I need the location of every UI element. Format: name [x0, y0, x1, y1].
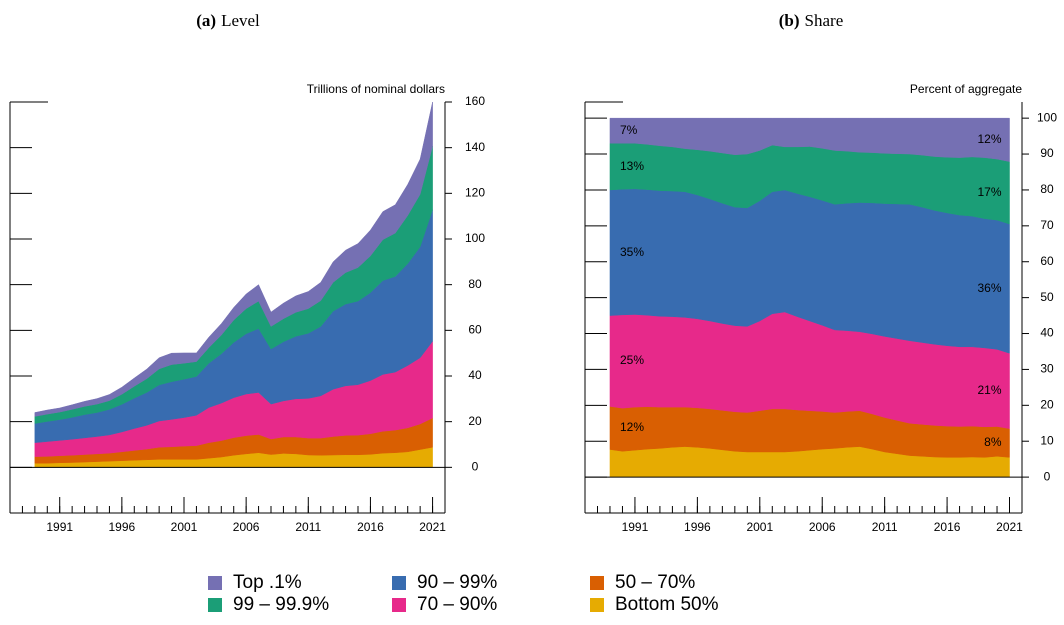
y-tick-label: 70	[1040, 218, 1054, 232]
chart-title: (b) Share	[779, 11, 844, 30]
y-tick-label: 20	[468, 414, 482, 428]
y-tick-label: 0	[1044, 469, 1051, 483]
y-tick-label: 20	[1040, 397, 1054, 411]
x-tick-label: 2021	[419, 520, 446, 534]
x-tick-label: 2011	[872, 520, 898, 534]
y-tick-label: 100	[465, 231, 485, 245]
title-text: Share	[805, 11, 844, 30]
legend-text: 99 – 99.9%	[233, 594, 329, 615]
value-label: 17%	[977, 185, 1001, 199]
panel-label: (a)	[196, 11, 216, 30]
value-label: 36%	[977, 281, 1001, 295]
legend-swatch	[392, 576, 406, 590]
value-label: 7%	[620, 123, 638, 137]
y-tick-label: 10	[1040, 433, 1054, 447]
value-label: 13%	[620, 159, 644, 173]
value-label: 25%	[620, 353, 644, 367]
x-tick-label: 2001	[746, 520, 773, 534]
y-tick-label: 90	[1040, 146, 1054, 160]
value-label: 35%	[620, 245, 644, 259]
value-label: 12%	[620, 420, 644, 434]
y-tick-label: 100	[1037, 110, 1057, 124]
x-tick-label: 1996	[684, 520, 711, 534]
y-tick-label: 50	[1040, 290, 1054, 304]
y-tick-label: 60	[1040, 254, 1054, 268]
y-tick-label: 80	[468, 277, 482, 291]
y-axis-label: Percent of aggregate	[910, 82, 1022, 96]
legend-swatch	[208, 576, 222, 590]
legend-text: Top .1%	[233, 572, 302, 593]
area	[34, 101, 433, 417]
y-tick-label: 0	[472, 460, 479, 474]
legend-text: 90 – 99%	[417, 572, 497, 593]
value-label: 8%	[984, 435, 1002, 449]
y-tick-label: 60	[468, 323, 482, 337]
x-tick-label: 2016	[934, 520, 961, 534]
value-label: 21%	[977, 383, 1001, 397]
area	[609, 117, 1010, 162]
x-tick-label: 2021	[996, 520, 1023, 534]
y-tick-label: 120	[465, 186, 485, 200]
chart-title: (a) Level	[196, 11, 260, 30]
legend-text: Bottom 50%	[615, 594, 719, 615]
value-label: 12%	[977, 132, 1001, 146]
panel-label: (b)	[779, 11, 800, 30]
y-tick-label: 80	[1040, 182, 1054, 196]
y-tick-label: 160	[465, 94, 485, 108]
x-tick-label: 2016	[357, 520, 384, 534]
x-tick-label: 2006	[233, 520, 260, 534]
legend-text: 50 – 70%	[615, 572, 695, 593]
x-tick-label: 2001	[171, 520, 198, 534]
x-tick-label: 2006	[809, 520, 836, 534]
y-tick-label: 40	[1040, 326, 1054, 340]
y-tick-label: 30	[1040, 362, 1054, 376]
legend-swatch	[392, 598, 406, 612]
legend-swatch	[590, 598, 604, 612]
legend-swatch	[590, 576, 604, 590]
legend-swatch	[208, 598, 222, 612]
x-tick-label: 1996	[109, 520, 136, 534]
x-tick-label: 1991	[622, 520, 649, 534]
title-text: Level	[221, 11, 260, 30]
y-tick-label: 140	[465, 140, 485, 154]
y-tick-label: 40	[468, 368, 482, 382]
x-tick-label: 2011	[295, 520, 321, 534]
y-axis-label: Trillions of nominal dollars	[307, 82, 445, 96]
x-tick-label: 1991	[46, 520, 73, 534]
legend-text: 70 – 90%	[417, 594, 497, 615]
